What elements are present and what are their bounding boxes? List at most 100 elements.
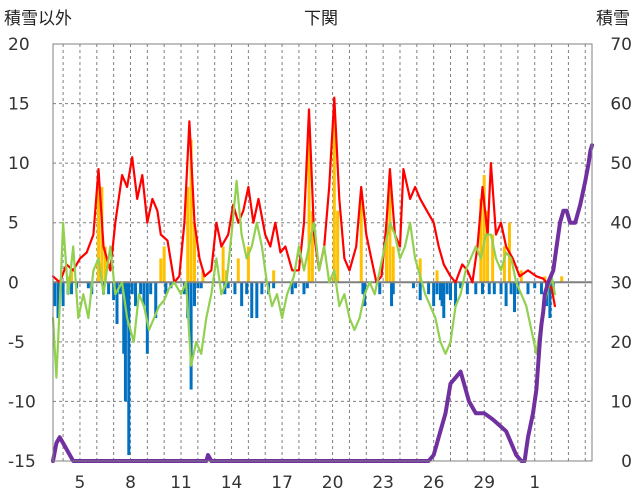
bar <box>154 282 158 319</box>
bar <box>486 210 490 283</box>
x-tick-label: 14 <box>221 473 243 493</box>
bar <box>491 234 495 283</box>
x-tick-label: 11 <box>170 473 192 493</box>
bar <box>332 115 336 283</box>
bar <box>539 282 543 295</box>
bar <box>125 282 129 319</box>
bar <box>435 282 439 295</box>
bar <box>272 270 276 283</box>
x-tick-label: 17 <box>271 473 293 493</box>
bar <box>192 282 196 307</box>
bar <box>359 198 363 283</box>
x-tick-label: 8 <box>125 473 136 493</box>
bar <box>199 282 203 289</box>
bar <box>482 175 486 283</box>
bar <box>240 282 244 307</box>
bar <box>130 282 134 295</box>
bar <box>418 258 422 283</box>
bar <box>115 282 119 324</box>
bar <box>502 246 506 283</box>
x-tick-label: 20 <box>322 473 344 493</box>
y-tick-left-label: 0 <box>8 273 19 293</box>
bar <box>260 282 264 295</box>
bar <box>492 282 496 295</box>
bar <box>548 282 552 319</box>
y-tick-right-label: 50 <box>610 154 632 174</box>
bar <box>336 210 340 283</box>
bar <box>391 246 395 283</box>
bar <box>159 258 163 283</box>
bar <box>418 282 422 301</box>
bar <box>122 282 126 354</box>
bar <box>189 282 193 390</box>
bar <box>302 282 306 295</box>
bar <box>388 175 392 283</box>
bar <box>487 282 491 295</box>
bar <box>186 186 190 283</box>
bar <box>189 139 193 283</box>
bar <box>533 282 537 289</box>
x-tick-label: 29 <box>473 473 495 493</box>
chart-title: 下関 <box>304 9 338 29</box>
x-tick-label: 1 <box>529 473 540 493</box>
series-line-1 <box>51 179 557 379</box>
y-tick-right-label: 30 <box>610 273 632 293</box>
bar <box>560 276 564 283</box>
bar <box>385 222 389 283</box>
bar <box>290 282 294 295</box>
y-tick-right-label: 70 <box>610 35 632 55</box>
y-tick-left-label: 20 <box>8 35 30 55</box>
bar <box>454 282 458 307</box>
bar <box>509 282 513 295</box>
bar <box>164 282 168 295</box>
bar <box>310 210 314 283</box>
bar <box>432 282 436 307</box>
bar <box>513 282 517 313</box>
bar <box>236 258 240 283</box>
bar <box>192 222 196 283</box>
bar <box>272 282 276 289</box>
bar <box>474 282 478 295</box>
bar <box>149 282 153 295</box>
y-tick-right-label: 20 <box>610 333 632 353</box>
bar <box>134 282 138 307</box>
bar <box>53 282 57 307</box>
bar <box>221 246 225 283</box>
y-tick-right-label: 0 <box>621 452 632 472</box>
bar <box>445 282 449 295</box>
x-tick-label: 26 <box>423 473 445 493</box>
bar <box>459 282 463 289</box>
bar <box>391 282 395 295</box>
y-tick-right-label: 10 <box>610 392 632 412</box>
y-axis-right-label: 積雪 <box>596 9 630 29</box>
bar <box>70 282 74 295</box>
bar <box>96 175 100 283</box>
bar <box>361 282 365 295</box>
y-tick-left-label: 15 <box>8 95 30 115</box>
y-tick-left-label: 5 <box>8 214 19 234</box>
bar <box>118 282 122 295</box>
bar <box>123 282 127 402</box>
bar <box>427 282 431 295</box>
y-tick-left-label: -15 <box>8 452 36 472</box>
bar <box>70 270 74 283</box>
y-tick-left-label: -10 <box>8 392 36 412</box>
bar <box>245 282 249 295</box>
y-tick-left-label: 10 <box>8 154 30 174</box>
bar <box>250 282 254 319</box>
bar <box>103 246 107 283</box>
bar <box>307 127 311 283</box>
bar <box>112 282 116 301</box>
bar <box>378 282 382 295</box>
bar <box>139 282 143 295</box>
bar <box>526 282 530 295</box>
y-axis-left-ticks: 20 15 10 5 0 -5 -10 -15 <box>8 35 36 472</box>
bar <box>481 282 485 295</box>
y-tick-left-label: -5 <box>8 333 25 353</box>
bar <box>438 282 442 301</box>
bar <box>162 246 166 283</box>
bar <box>305 282 309 289</box>
x-axis-ticks: 5 8 11 14 17 20 23 26 29 1 <box>75 473 541 493</box>
bar <box>390 282 394 307</box>
